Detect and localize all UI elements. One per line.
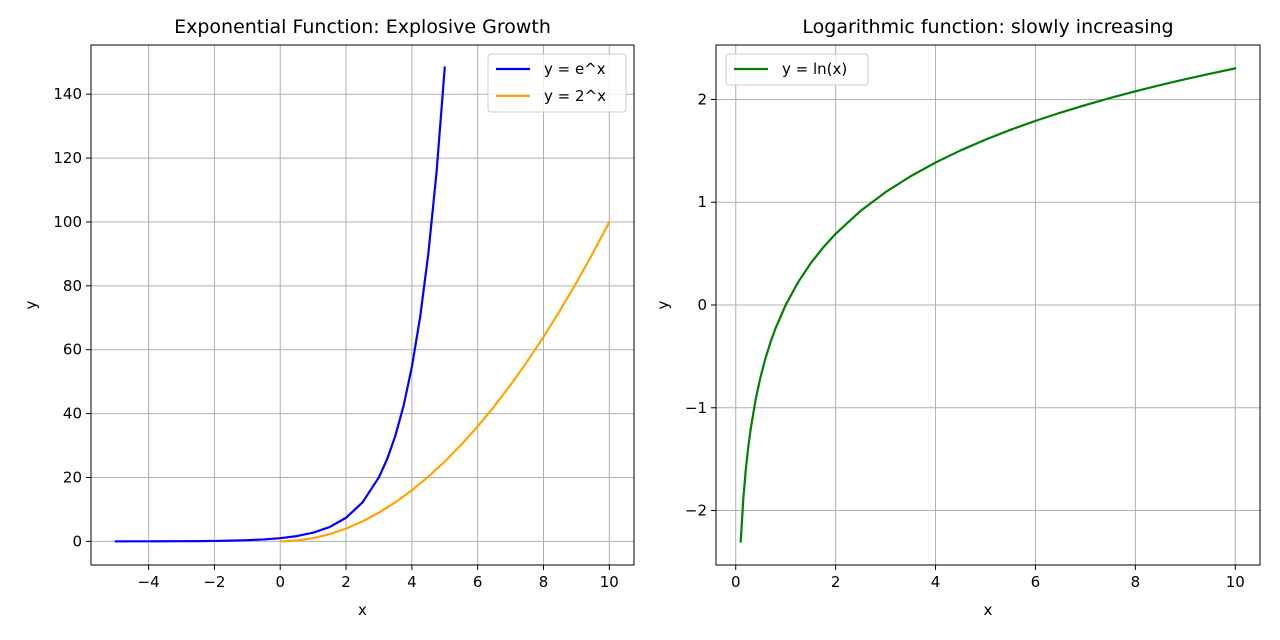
logarithmic-x-tick-label: 10 bbox=[1226, 573, 1245, 591]
exponential-x-tick-label: 8 bbox=[539, 573, 549, 591]
exponential-x-axis-label: x bbox=[358, 601, 367, 619]
logarithmic-x-tick-label: 2 bbox=[831, 573, 841, 591]
exponential-y-tick-label: 80 bbox=[63, 277, 82, 295]
exponential-axes-frame bbox=[90, 44, 635, 566]
exponential-y-tick-label: 20 bbox=[63, 468, 82, 486]
exponential-y-tick-label: 0 bbox=[72, 532, 82, 550]
logarithmic-chart-title: Logarithmic function: slowly increasing bbox=[802, 16, 1173, 38]
logarithmic-x-tick-label: 6 bbox=[1031, 573, 1041, 591]
legend-label-exp: y = e^x bbox=[544, 60, 606, 78]
exponential-chart: Exponential Function: Explosive Growth x… bbox=[22, 16, 635, 619]
legend-label-ln: y = ln(x) bbox=[782, 60, 847, 78]
exponential-y-axis-label: y bbox=[22, 300, 40, 309]
logarithmic-x-tick-label: 8 bbox=[1131, 573, 1141, 591]
logarithmic-y-tick-label: −2 bbox=[685, 502, 707, 520]
exponential-y-tick-label: 100 bbox=[53, 213, 82, 231]
logarithmic-legend-box bbox=[725, 53, 869, 86]
exponential-x-tick-label: −2 bbox=[203, 573, 225, 591]
exponential-x-tick-label: 2 bbox=[341, 573, 351, 591]
logarithmic-y-tick-label: −1 bbox=[685, 399, 707, 417]
exponential-x-tick-label: 0 bbox=[275, 573, 285, 591]
logarithmic-legend: y = ln(x) bbox=[725, 53, 869, 86]
logarithmic-y-tick-label: 1 bbox=[697, 193, 707, 211]
exponential-x-tick-label: 6 bbox=[473, 573, 483, 591]
exponential-y-tick-label: 120 bbox=[53, 149, 82, 167]
logarithmic-y-axis-label: y bbox=[654, 300, 672, 309]
exponential-y-tick-label: 40 bbox=[63, 405, 82, 423]
logarithmic-series-line-0 bbox=[739, 67, 1237, 543]
logarithmic-x-tick-label: 0 bbox=[731, 573, 741, 591]
logarithmic-y-tick-label: 0 bbox=[697, 296, 707, 314]
exponential-legend: y = e^x y = 2^x bbox=[487, 53, 627, 113]
exponential-plot-area bbox=[91, 45, 634, 565]
exponential-x-tick-label: 10 bbox=[600, 573, 619, 591]
logarithmic-plot-area bbox=[716, 45, 1260, 565]
legend-label-pow2: y = 2^x bbox=[544, 87, 606, 105]
exponential-series-line-0 bbox=[114, 66, 446, 543]
logarithmic-x-tick-label: 4 bbox=[931, 573, 941, 591]
exponential-series-line-1 bbox=[279, 220, 611, 543]
logarithmic-chart: Logarithmic function: slowly increasing … bbox=[654, 16, 1261, 619]
exponential-chart-title: Exponential Function: Explosive Growth bbox=[174, 16, 551, 38]
logarithmic-x-axis-label: x bbox=[984, 601, 993, 619]
logarithmic-y-tick-label: 2 bbox=[697, 90, 707, 108]
exponential-x-tick-label: 4 bbox=[407, 573, 417, 591]
exponential-x-tick-label: −4 bbox=[138, 573, 160, 591]
exponential-y-tick-label: 140 bbox=[53, 85, 82, 103]
exponential-y-tick-label: 60 bbox=[63, 341, 82, 359]
